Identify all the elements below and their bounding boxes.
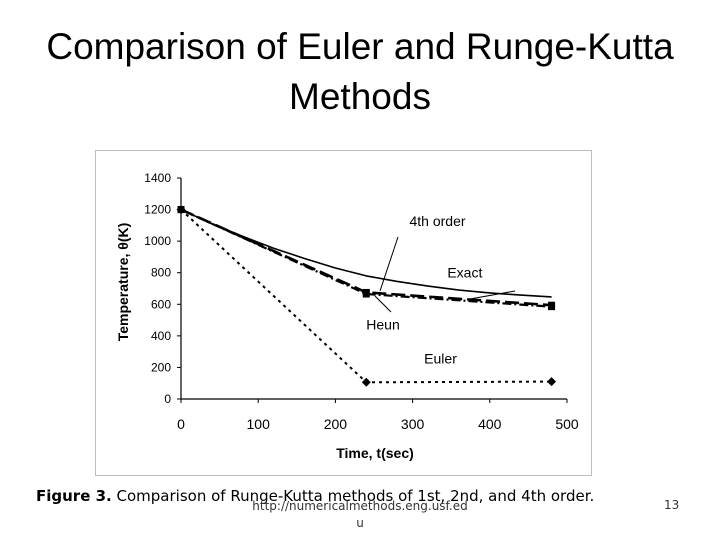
x-axis-label: Time, t(sec) (336, 445, 414, 461)
page-number: 13 (664, 498, 680, 512)
x-tick-label: 0 (177, 416, 185, 432)
caption-label: Figure 3. (36, 487, 112, 505)
y-tick-label: 400 (151, 329, 171, 343)
x-tick-label: 100 (247, 416, 271, 432)
annotation-heun: Heun (366, 317, 399, 333)
y-tick-label: 1200 (144, 203, 171, 217)
series-line-exact (180, 208, 552, 298)
y-tick-label: 800 (151, 266, 171, 280)
annotation-euler: Euler (424, 350, 457, 366)
leader-heun (374, 295, 392, 313)
marker-heun (548, 303, 556, 311)
marker-euler (176, 205, 186, 215)
leader-exact (469, 290, 516, 300)
figure-frame (95, 150, 592, 476)
marker-euler (361, 377, 371, 387)
figure-caption: Figure 3. Comparison of Runge-Kutta meth… (36, 487, 594, 505)
caption-text: Comparison of Runge-Kutta methods of 1st… (116, 487, 595, 505)
x-tick-label: 300 (401, 416, 425, 432)
annotation-exact: Exact (447, 264, 482, 280)
footer-url[interactable]: http://numericalmethods.eng.usf.edu (252, 499, 468, 530)
y-tick-label: 600 (151, 297, 171, 311)
y-tick-label: 200 (151, 360, 171, 374)
x-tick-label: 200 (324, 416, 348, 432)
x-tick-label: 400 (478, 416, 502, 432)
marker-euler (547, 377, 557, 387)
y-tick-label: 1000 (144, 234, 171, 248)
series-line-heun (180, 208, 552, 308)
marker-heun (362, 290, 370, 298)
series-layer (176, 205, 557, 387)
annotation-layer: 4th order Exact Heun Euler (366, 213, 516, 366)
y-tick-label: 1400 (144, 171, 171, 185)
axes: 0 200 400 600 800 1000 1200 1400 0 100 200 300 400 50… (144, 171, 579, 432)
annotation-4th-order: 4th order (410, 213, 466, 229)
y-tick-label: 0 (164, 392, 171, 406)
x-tick-label: 500 (555, 416, 579, 432)
slide-title: Comparison of Euler and Runge-Kutta Meth… (46, 26, 674, 117)
y-axis-label: Temperature, θ(K) (115, 223, 131, 342)
leader-4th-order (379, 236, 399, 292)
